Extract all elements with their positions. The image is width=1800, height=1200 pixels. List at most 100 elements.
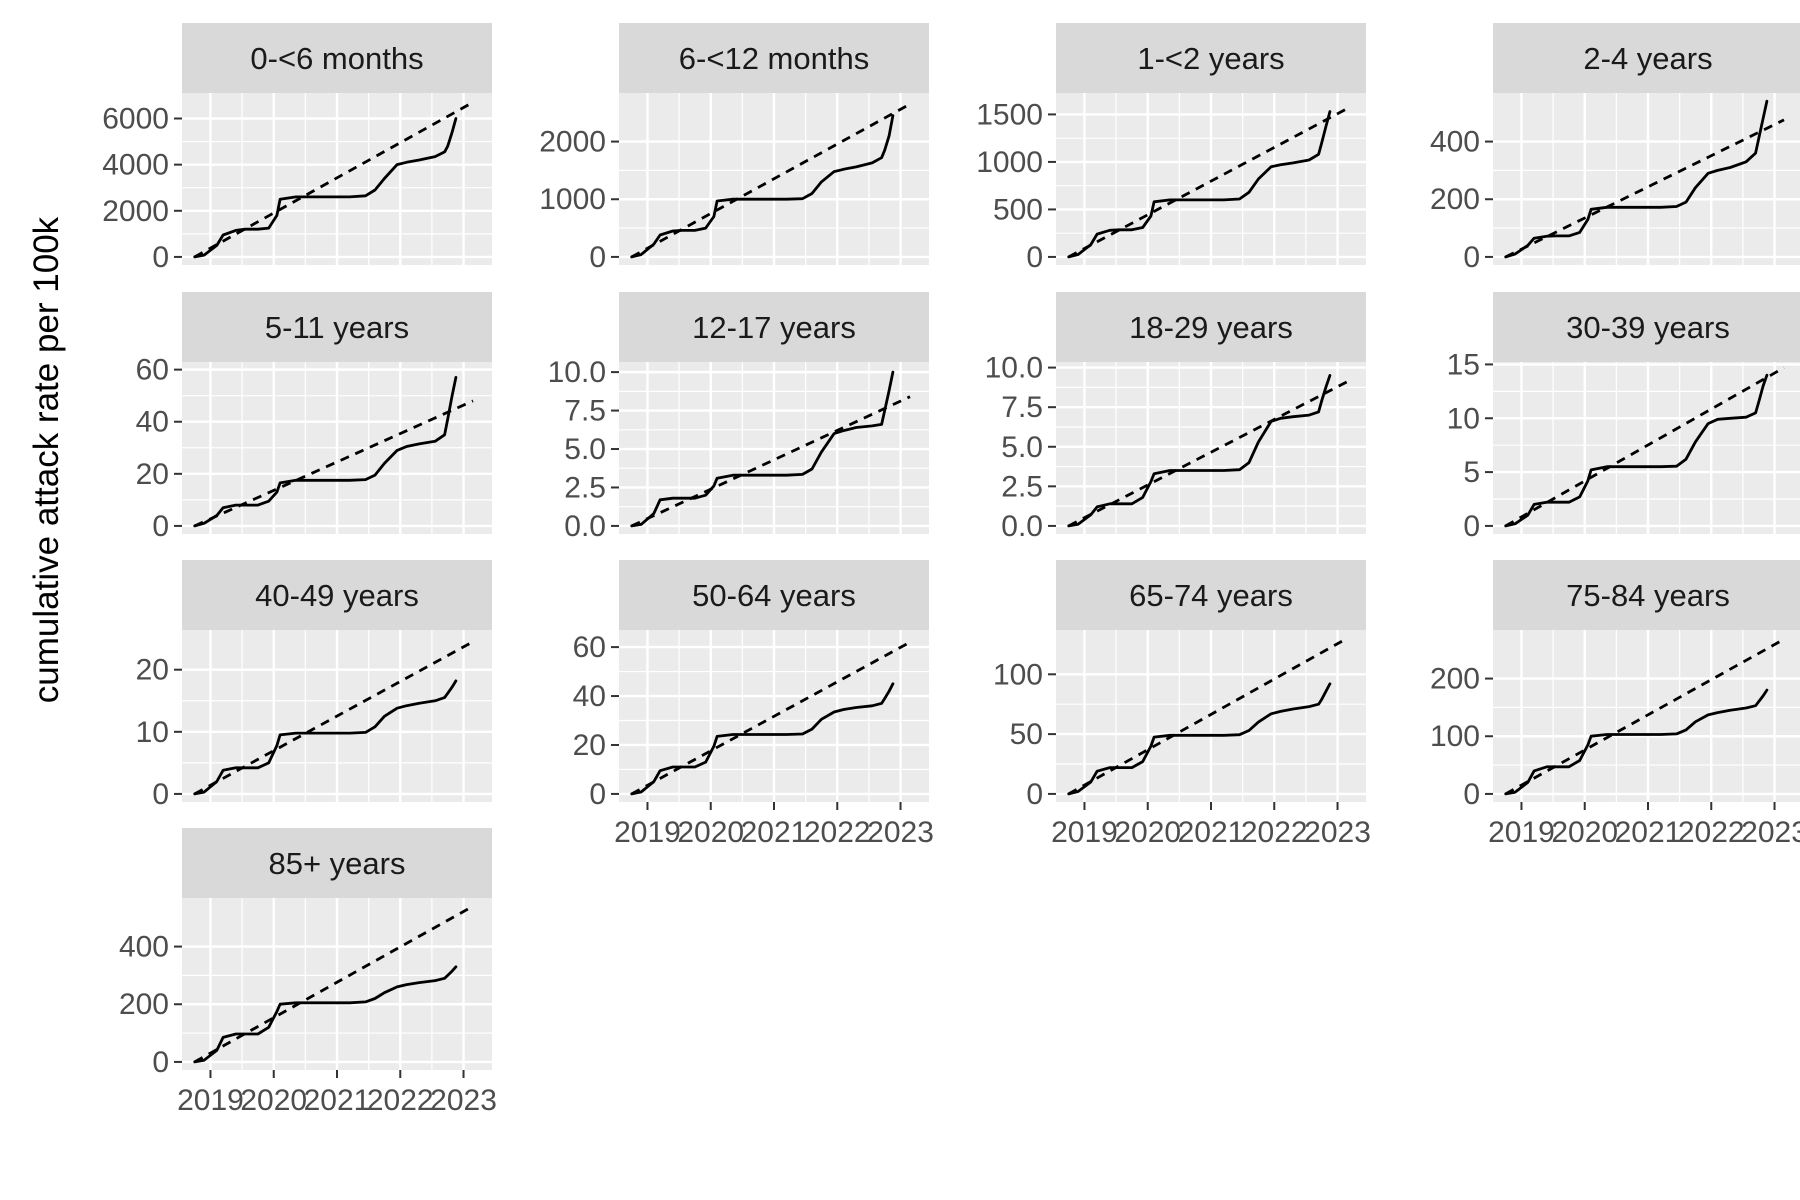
cumulative-line bbox=[1067, 110, 1332, 259]
y-tick-label: 200 bbox=[119, 988, 169, 1021]
facet-panel: 0-<6 months 0 2000 4000 6000 bbox=[102, 23, 492, 274]
panel-background bbox=[1493, 362, 1800, 534]
y-tick-label: 60 bbox=[136, 354, 169, 387]
facet-strip bbox=[1493, 23, 1800, 93]
cumulative-line bbox=[1504, 99, 1769, 259]
cumulative-line bbox=[1504, 688, 1769, 796]
y-tick-label: 40 bbox=[136, 406, 169, 439]
facet-panel: 40-49 years 0 10 20 bbox=[136, 560, 492, 811]
y-tick-label: 5.0 bbox=[1001, 431, 1043, 464]
y-tick-label: 20 bbox=[136, 458, 169, 491]
trend-line-dashed bbox=[631, 102, 911, 259]
facet-panel: 1-<2 years 0 500 1000 1500 bbox=[976, 23, 1366, 274]
x-tick-label: 2019 bbox=[1488, 816, 1555, 849]
y-tick-label: 0 bbox=[152, 510, 169, 543]
facet-title: 18-29 years bbox=[1129, 310, 1293, 345]
facet-title: 0-<6 months bbox=[250, 41, 423, 76]
x-tick-label: 2020 bbox=[240, 1084, 307, 1117]
facet-strip bbox=[619, 292, 929, 362]
facet-strip bbox=[1493, 292, 1800, 362]
x-tick-label: 2022 bbox=[1241, 816, 1308, 849]
trend-line-dashed bbox=[194, 904, 474, 1064]
cumulative-line bbox=[630, 114, 895, 259]
cumulative-line bbox=[630, 682, 895, 796]
x-tick-label: 2019 bbox=[1051, 816, 1118, 849]
facet-title: 1-<2 years bbox=[1137, 41, 1284, 76]
trend-line-dashed bbox=[1505, 638, 1785, 796]
facet-title: 12-17 years bbox=[692, 310, 856, 345]
x-tick-label: 2021 bbox=[741, 816, 808, 849]
cumulative-line bbox=[193, 679, 458, 796]
y-tick-label: 5.0 bbox=[564, 433, 606, 466]
facet-strip bbox=[182, 23, 492, 93]
facet-panel: 18-29 years 0.0 2.5 5.0 7.5 10.0 bbox=[985, 292, 1366, 543]
x-tick-label: 2023 bbox=[430, 1084, 497, 1117]
y-tick-label: 0 bbox=[152, 241, 169, 274]
y-tick-label: 0 bbox=[1026, 241, 1043, 274]
y-tick-label: 20 bbox=[136, 654, 169, 687]
y-tick-label: 50 bbox=[1010, 718, 1043, 751]
facet-title: 6-<12 months bbox=[679, 41, 869, 76]
facet-title: 5-11 years bbox=[265, 310, 409, 345]
y-tick-label: 100 bbox=[1430, 720, 1480, 753]
y-tick-label: 15 bbox=[1447, 348, 1480, 381]
facet-panel: 12-17 years 0.0 2.5 5.0 7.5 10.0 bbox=[548, 292, 929, 543]
y-tick-label: 10.0 bbox=[985, 352, 1043, 385]
facet-title: 2-4 years bbox=[1583, 41, 1712, 76]
facet-panel: 5-11 years 0 20 40 60 bbox=[136, 292, 492, 543]
y-tick-label: 0 bbox=[1463, 778, 1480, 811]
y-tick-label: 1500 bbox=[976, 98, 1043, 131]
facet-panel: 2-4 years 0 200 400 bbox=[1430, 23, 1800, 274]
y-tick-label: 0 bbox=[1463, 241, 1480, 274]
x-tick-label: 2023 bbox=[1741, 816, 1800, 849]
y-tick-label: 400 bbox=[1430, 126, 1480, 159]
trend-line-dashed bbox=[194, 640, 474, 796]
y-tick-label: 0 bbox=[152, 778, 169, 811]
facet-title: 40-49 years bbox=[255, 578, 419, 613]
x-tick-label: 2019 bbox=[177, 1084, 244, 1117]
y-tick-label: 0 bbox=[1026, 778, 1043, 811]
x-tick-label: 2020 bbox=[1114, 816, 1181, 849]
trend-line-dashed bbox=[631, 640, 911, 796]
y-tick-label: 0.0 bbox=[564, 510, 606, 543]
x-tick-label: 2023 bbox=[1304, 816, 1371, 849]
facet-panel: 6-<12 months 0 1000 2000 bbox=[539, 23, 929, 274]
trend-line-dashed bbox=[194, 399, 474, 528]
y-axis-title: cumulative attack rate per 100k bbox=[27, 216, 66, 703]
y-tick-label: 5 bbox=[1463, 456, 1480, 489]
facet-strip bbox=[182, 560, 492, 630]
facet-title: 65-74 years bbox=[1129, 578, 1293, 613]
y-tick-label: 2000 bbox=[539, 126, 606, 159]
x-tick-label: 2021 bbox=[304, 1084, 371, 1117]
facet-strip bbox=[182, 292, 492, 362]
trend-line-dashed bbox=[1068, 107, 1348, 259]
y-tick-label: 0.0 bbox=[1001, 510, 1043, 543]
cumulative-line bbox=[630, 370, 895, 528]
facet-panel: 30-39 years 0 5 10 15 bbox=[1447, 292, 1800, 543]
y-tick-label: 6000 bbox=[102, 102, 169, 135]
facet-title: 30-39 years bbox=[1566, 310, 1730, 345]
trend-line-dashed bbox=[631, 395, 911, 528]
y-tick-label: 2000 bbox=[102, 195, 169, 228]
x-tick-label: 2021 bbox=[1615, 816, 1682, 849]
y-tick-label: 400 bbox=[119, 931, 169, 964]
cumulative-line bbox=[193, 965, 458, 1064]
y-tick-label: 7.5 bbox=[564, 395, 606, 428]
y-tick-label: 1000 bbox=[539, 183, 606, 216]
trend-line-dashed bbox=[1505, 366, 1785, 528]
y-tick-label: 40 bbox=[573, 680, 606, 713]
y-tick-label: 7.5 bbox=[1001, 391, 1043, 424]
cumulative-line bbox=[193, 375, 458, 528]
x-tick-label: 2023 bbox=[867, 816, 934, 849]
facet-title: 85+ years bbox=[268, 846, 405, 881]
x-tick-label: 2022 bbox=[1678, 816, 1745, 849]
trend-line-dashed bbox=[1068, 380, 1348, 528]
y-tick-label: 10 bbox=[1447, 402, 1480, 435]
cumulative-line bbox=[1067, 374, 1332, 528]
